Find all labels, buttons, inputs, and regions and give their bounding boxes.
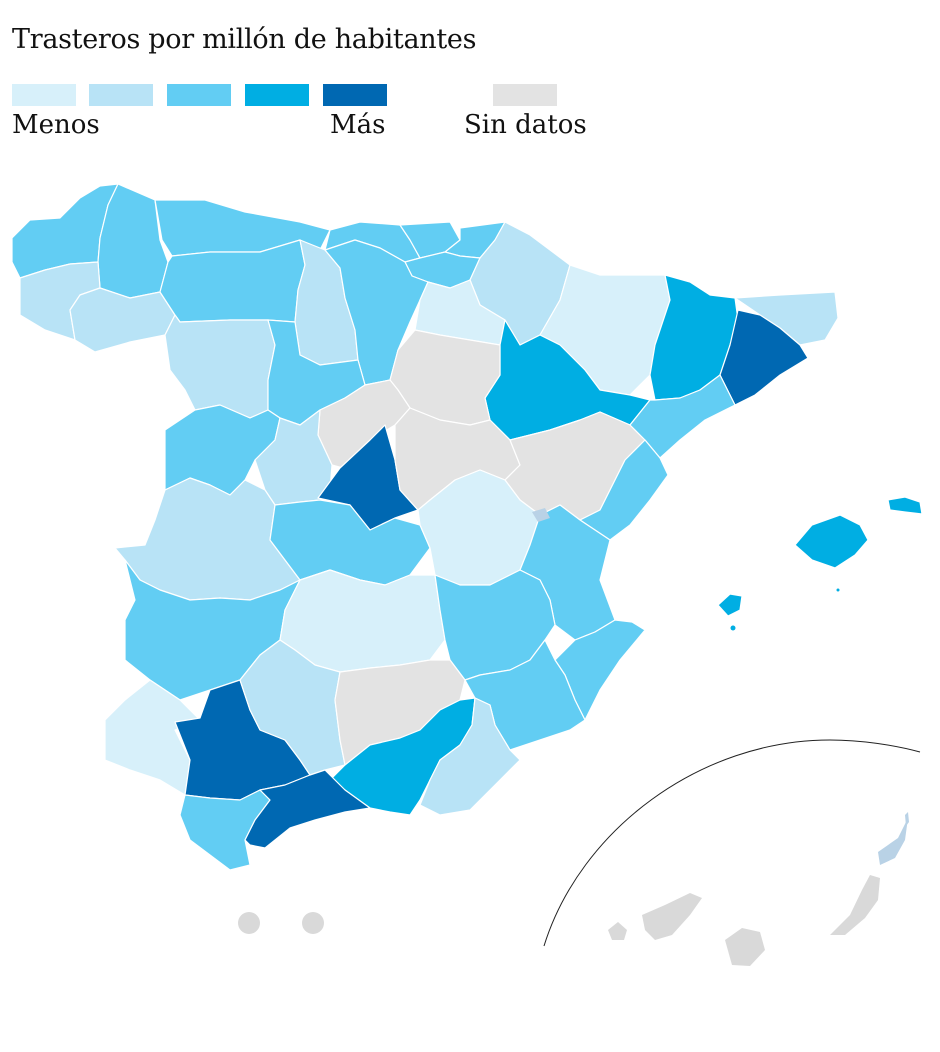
legend-swatch-5 bbox=[323, 84, 387, 106]
legend-high-label: Más bbox=[330, 110, 386, 140]
canary-islet bbox=[905, 812, 909, 826]
rincon-de-ademuz bbox=[532, 508, 550, 522]
legend-swatch-1 bbox=[12, 84, 76, 106]
canary-inset-line bbox=[543, 739, 921, 947]
province-layer bbox=[11, 183, 923, 871]
ceuta-dot bbox=[238, 912, 260, 934]
formentera bbox=[730, 625, 736, 631]
province-29 bbox=[629, 374, 736, 459]
province-47 bbox=[244, 769, 371, 849]
province-50 bbox=[717, 593, 743, 617]
legend-swatch-4 bbox=[245, 84, 309, 106]
province-19 bbox=[719, 309, 809, 406]
legend: Menos Más Sin datos bbox=[12, 84, 612, 144]
province-15 bbox=[324, 239, 429, 386]
province-30 bbox=[579, 439, 669, 541]
province-20 bbox=[164, 314, 276, 419]
canary-lanzarote bbox=[878, 818, 908, 865]
melilla-dot bbox=[302, 912, 324, 934]
province-45 bbox=[419, 697, 521, 816]
province-39 bbox=[104, 679, 201, 796]
cabrera bbox=[836, 588, 840, 592]
legend-swatch-2 bbox=[89, 84, 153, 106]
canary-fuerteventura bbox=[830, 875, 880, 935]
province-49 bbox=[887, 496, 923, 515]
province-32 bbox=[269, 499, 431, 586]
legend-swatch-nodata bbox=[493, 84, 557, 106]
legend-swatch-3 bbox=[167, 84, 231, 106]
canary-gran-canaria bbox=[725, 928, 765, 966]
map-title: Trasteros por millón de habitantes bbox=[12, 24, 477, 55]
province-48 bbox=[794, 514, 869, 569]
legend-low-label: Menos bbox=[12, 110, 100, 140]
legend-nodata-label: Sin datos bbox=[464, 110, 587, 140]
province-12 bbox=[69, 287, 176, 353]
map-extras bbox=[238, 508, 921, 966]
canary-la-gomera bbox=[608, 922, 627, 940]
canary-tenerife bbox=[642, 893, 702, 940]
